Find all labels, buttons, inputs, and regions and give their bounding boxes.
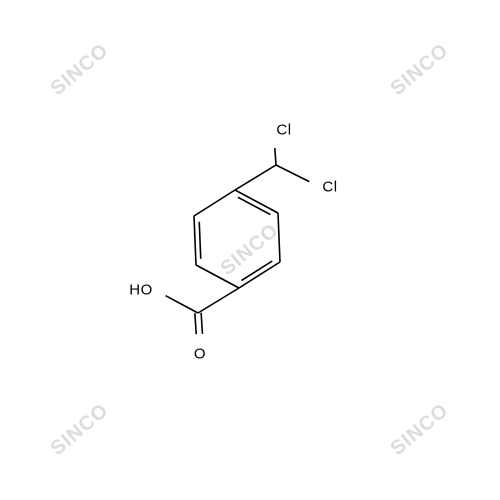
molecule-canvas <box>0 0 500 500</box>
atom-label: Cl <box>322 179 337 196</box>
atom-label: HO <box>129 282 153 299</box>
atom-label: Cl <box>276 122 291 139</box>
atom-label: O <box>194 346 206 363</box>
molecule-svg <box>0 0 500 500</box>
